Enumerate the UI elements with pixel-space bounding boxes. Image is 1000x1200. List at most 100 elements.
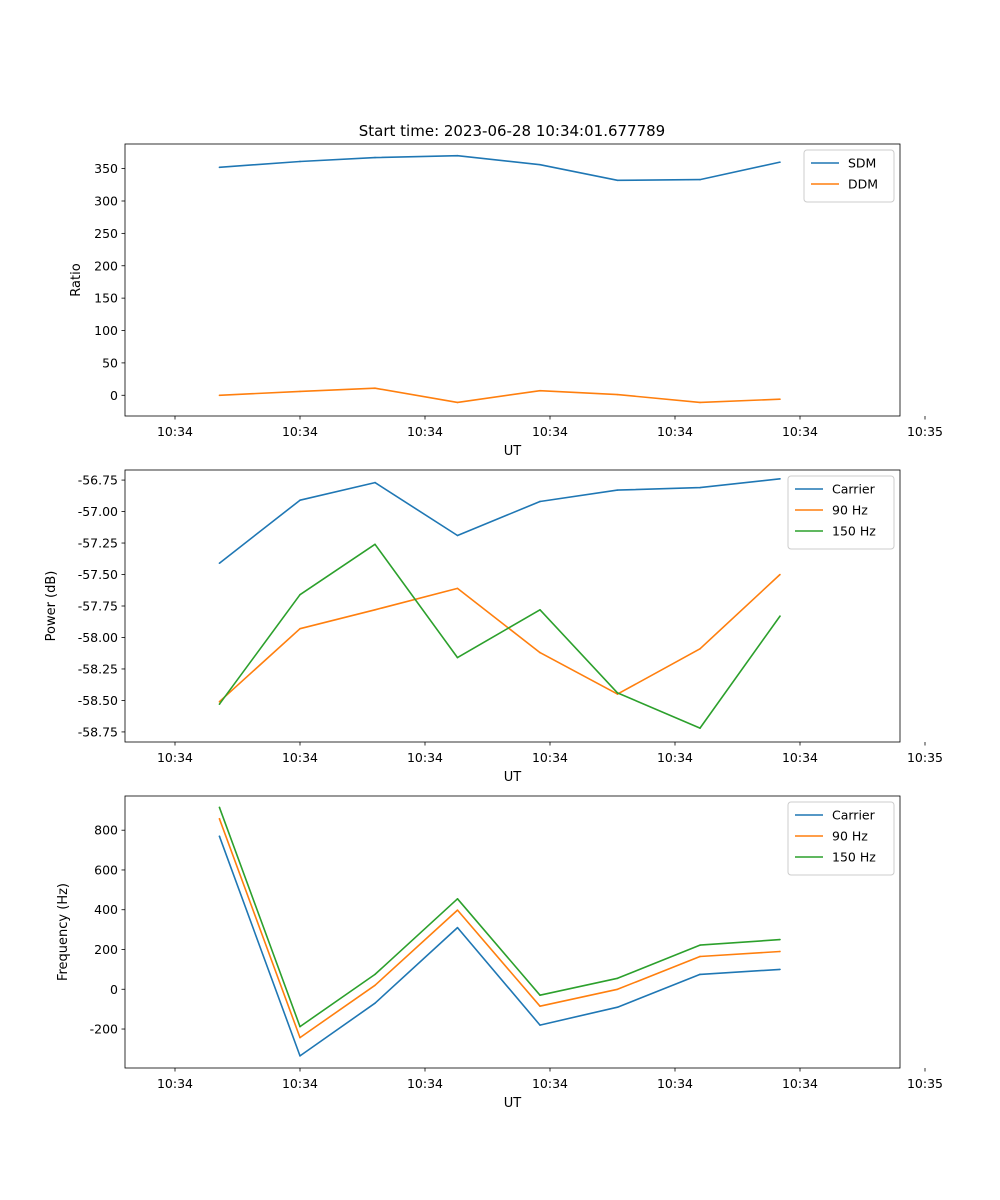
axes-frame [124, 795, 901, 1069]
data-point [299, 593, 301, 596]
y-tick-label: 250 [94, 226, 118, 241]
data-point [616, 692, 619, 694]
data-point [779, 573, 781, 576]
data-point [218, 562, 221, 564]
legend-label: 90 Hz [832, 829, 868, 844]
data-point [299, 390, 301, 393]
chart-panel-2: -56.75 -57.00 -57.25 -57.50 -57.75 -58.00 -58.… [44, 469, 943, 785]
axes-frame [124, 469, 901, 743]
legend: SDM DDM [803, 149, 895, 203]
x-tick-label: 10:35 [907, 424, 943, 439]
data-point [616, 393, 619, 396]
x-tick-label: 10:35 [907, 1076, 943, 1091]
x-tick-label: 10:34 [282, 424, 318, 439]
y-tick-label: -58.00 [78, 630, 118, 645]
series-line-90-hz [218, 818, 781, 1039]
data-point [456, 897, 459, 900]
data-point [779, 478, 781, 480]
data-point [779, 615, 781, 617]
data-point [699, 973, 701, 976]
data-point [539, 163, 541, 166]
data-point [779, 938, 781, 941]
data-point [374, 1002, 376, 1004]
data-point [374, 481, 376, 484]
data-point [699, 648, 701, 650]
y-tick-label: -57.00 [78, 504, 118, 519]
data-point [218, 835, 221, 837]
y-axis-label: Ratio [69, 263, 84, 296]
series-line-ddm [219, 387, 781, 404]
data-point [699, 955, 701, 958]
y-tick-label: 600 [94, 862, 118, 877]
y-axis-label: Frequency (Hz) [56, 883, 71, 981]
data-point [374, 156, 376, 159]
data-point [456, 656, 459, 659]
y-tick-label: -58.50 [78, 693, 118, 708]
y-tick-label: -57.50 [78, 567, 118, 582]
data-point [616, 988, 619, 991]
series-line-carrier [218, 835, 781, 1057]
data-point [218, 703, 221, 706]
data-point [779, 968, 781, 971]
series-line-150-hz [218, 807, 781, 1028]
data-point [456, 926, 459, 929]
x-axis-label: UT [504, 444, 522, 459]
data-point [299, 1055, 301, 1057]
data-point [699, 401, 701, 404]
legend-label: SDM [848, 156, 876, 171]
y-tick-label: 400 [94, 902, 118, 917]
legend-label: 90 Hz [832, 503, 868, 518]
y-tick-label: 350 [94, 161, 118, 176]
y-tick-label: 200 [94, 258, 118, 273]
axes-frame [124, 143, 901, 417]
x-tick-label: 10:34 [157, 750, 193, 765]
data-point [539, 994, 541, 997]
y-tick-label: 100 [94, 323, 118, 338]
data-point [456, 401, 459, 404]
y-tick-label: -57.25 [78, 536, 118, 551]
data-point [779, 398, 781, 400]
data-point [218, 166, 221, 169]
data-point [699, 944, 701, 946]
legend-label: 150 Hz [832, 524, 876, 539]
series-line-150-hz [218, 543, 781, 729]
data-point [218, 394, 221, 397]
x-axis-label: UT [504, 770, 522, 785]
data-point [456, 534, 459, 537]
data-point [539, 651, 541, 654]
y-tick-label: 50 [102, 355, 118, 370]
x-tick-label: 10:34 [407, 424, 443, 439]
y-tick-label: -57.75 [78, 599, 118, 614]
chart-panel-1: 0 50 100 150 200 250 300 350 10:34 10:34 10:34 10:3… [69, 143, 943, 459]
x-tick-label: 10:34 [157, 424, 193, 439]
data-point [699, 486, 701, 489]
data-point [456, 154, 459, 157]
data-point [779, 950, 781, 953]
y-tick-label: 0 [110, 982, 118, 997]
x-tick-label: 10:34 [657, 1076, 693, 1091]
series-line-90-hz [218, 573, 781, 703]
x-axis-label: UT [504, 1096, 522, 1111]
data-point [218, 806, 221, 809]
x-tick-label: 10:34 [282, 1076, 318, 1091]
x-tick-label: 10:34 [657, 424, 693, 439]
data-point [374, 608, 376, 611]
data-point [374, 543, 376, 546]
y-tick-label: -200 [90, 1022, 118, 1037]
y-tick-label: 150 [94, 291, 118, 306]
legend-label: Carrier [832, 808, 876, 823]
data-point [299, 499, 301, 502]
y-tick-label: -56.75 [78, 473, 118, 488]
x-tick-label: 10:34 [532, 424, 568, 439]
x-tick-label: 10:34 [782, 1076, 818, 1091]
data-point [779, 161, 781, 163]
data-point [299, 160, 301, 163]
series-line-sdm [219, 154, 781, 182]
x-tick-label: 10:34 [782, 424, 818, 439]
y-tick-label: -58.25 [78, 661, 118, 676]
x-tick-label: 10:35 [907, 750, 943, 765]
data-point [699, 727, 701, 729]
y-tick-label: 0 [110, 388, 118, 403]
data-point [456, 909, 459, 911]
